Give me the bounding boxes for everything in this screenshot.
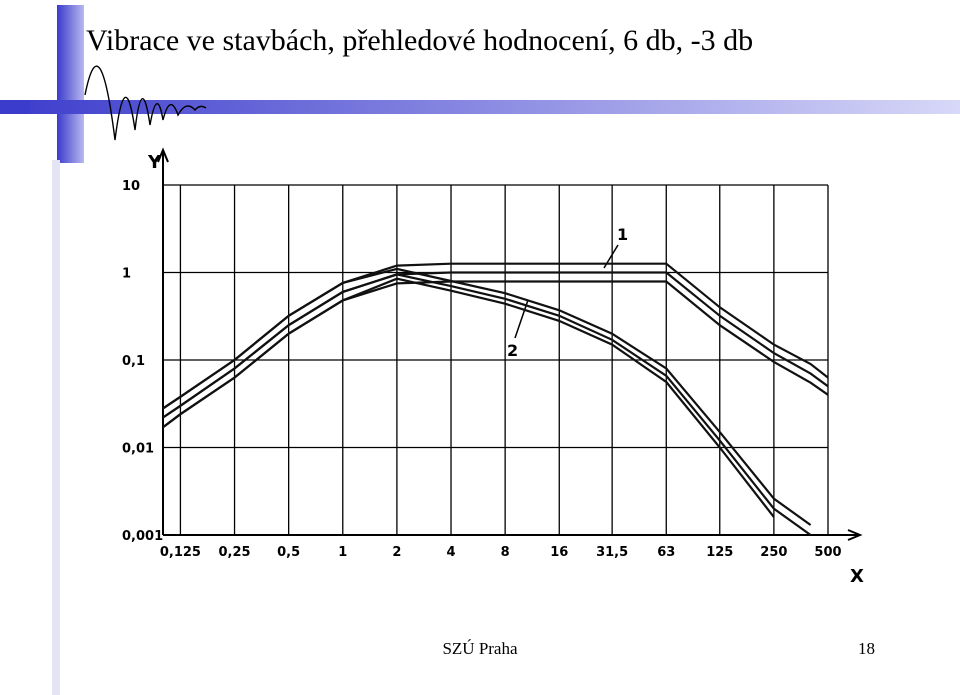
curve	[162, 277, 775, 518]
x-tick-label: 8	[501, 545, 510, 560]
y-tick-label: 10	[122, 179, 140, 194]
x-tick-label: 4	[446, 545, 455, 560]
annotation: 1	[617, 225, 628, 244]
y-tick-label: 0,1	[122, 354, 145, 369]
axes	[157, 147, 863, 541]
decor-bar	[57, 5, 84, 163]
footer: SZÚ Praha	[442, 639, 518, 658]
x-tick-label: 2	[392, 545, 401, 560]
annotation: 2	[507, 341, 518, 360]
x-tick-label: 31,5	[596, 545, 628, 560]
x-tick-label: 0,125	[160, 545, 201, 560]
x-tick-label: 0,25	[219, 545, 251, 560]
y-tick-label: 1	[122, 267, 131, 282]
y-axis-label: Y	[147, 152, 162, 173]
x-tick-label: 500	[814, 545, 841, 560]
y-tick-label: 0,001	[122, 529, 163, 544]
x-tick-label: 16	[550, 545, 568, 560]
decor-bar	[52, 160, 60, 695]
curve	[162, 273, 812, 536]
decor-square	[5, 100, 30, 114]
y-tick-label: 0,01	[122, 442, 154, 457]
decor-bar	[0, 100, 960, 114]
slide-title: Vibrace ve stavbách, přehledové hodnocen…	[86, 24, 753, 57]
x-tick-label: 63	[657, 545, 675, 560]
curve	[162, 267, 812, 526]
x-tick-label: 0,5	[277, 545, 300, 560]
x-tick-label: 250	[760, 545, 787, 560]
x-axis-label: X	[850, 566, 864, 587]
x-tick-label: 1	[338, 545, 347, 560]
decor-wave	[84, 65, 207, 141]
page-number: 18	[858, 639, 875, 658]
x-tick-label: 125	[706, 545, 733, 560]
